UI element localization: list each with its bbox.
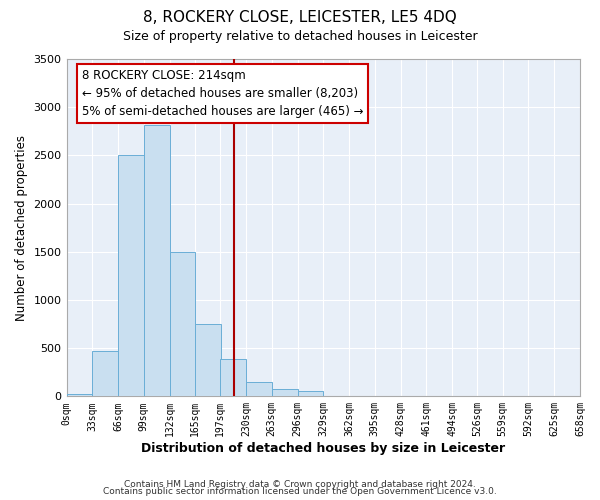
- Bar: [144, 124, 170, 396]
- Bar: [118, 156, 144, 396]
- X-axis label: Distribution of detached houses by size in Leicester: Distribution of detached houses by size …: [141, 442, 505, 455]
- Bar: [67, 394, 92, 396]
- Text: Size of property relative to detached houses in Leicester: Size of property relative to detached ho…: [122, 30, 478, 43]
- Y-axis label: Number of detached properties: Number of detached properties: [15, 134, 28, 320]
- Bar: [220, 358, 246, 397]
- Bar: [246, 382, 272, 396]
- Bar: [170, 252, 195, 396]
- Bar: [272, 389, 298, 396]
- Text: 8 ROCKERY CLOSE: 214sqm
← 95% of detached houses are smaller (8,203)
5% of semi-: 8 ROCKERY CLOSE: 214sqm ← 95% of detache…: [82, 69, 364, 118]
- Bar: [195, 324, 221, 396]
- Bar: [92, 351, 118, 397]
- Text: 8, ROCKERY CLOSE, LEICESTER, LE5 4DQ: 8, ROCKERY CLOSE, LEICESTER, LE5 4DQ: [143, 10, 457, 25]
- Bar: [298, 391, 323, 396]
- Text: Contains public sector information licensed under the Open Government Licence v3: Contains public sector information licen…: [103, 487, 497, 496]
- Text: Contains HM Land Registry data © Crown copyright and database right 2024.: Contains HM Land Registry data © Crown c…: [124, 480, 476, 489]
